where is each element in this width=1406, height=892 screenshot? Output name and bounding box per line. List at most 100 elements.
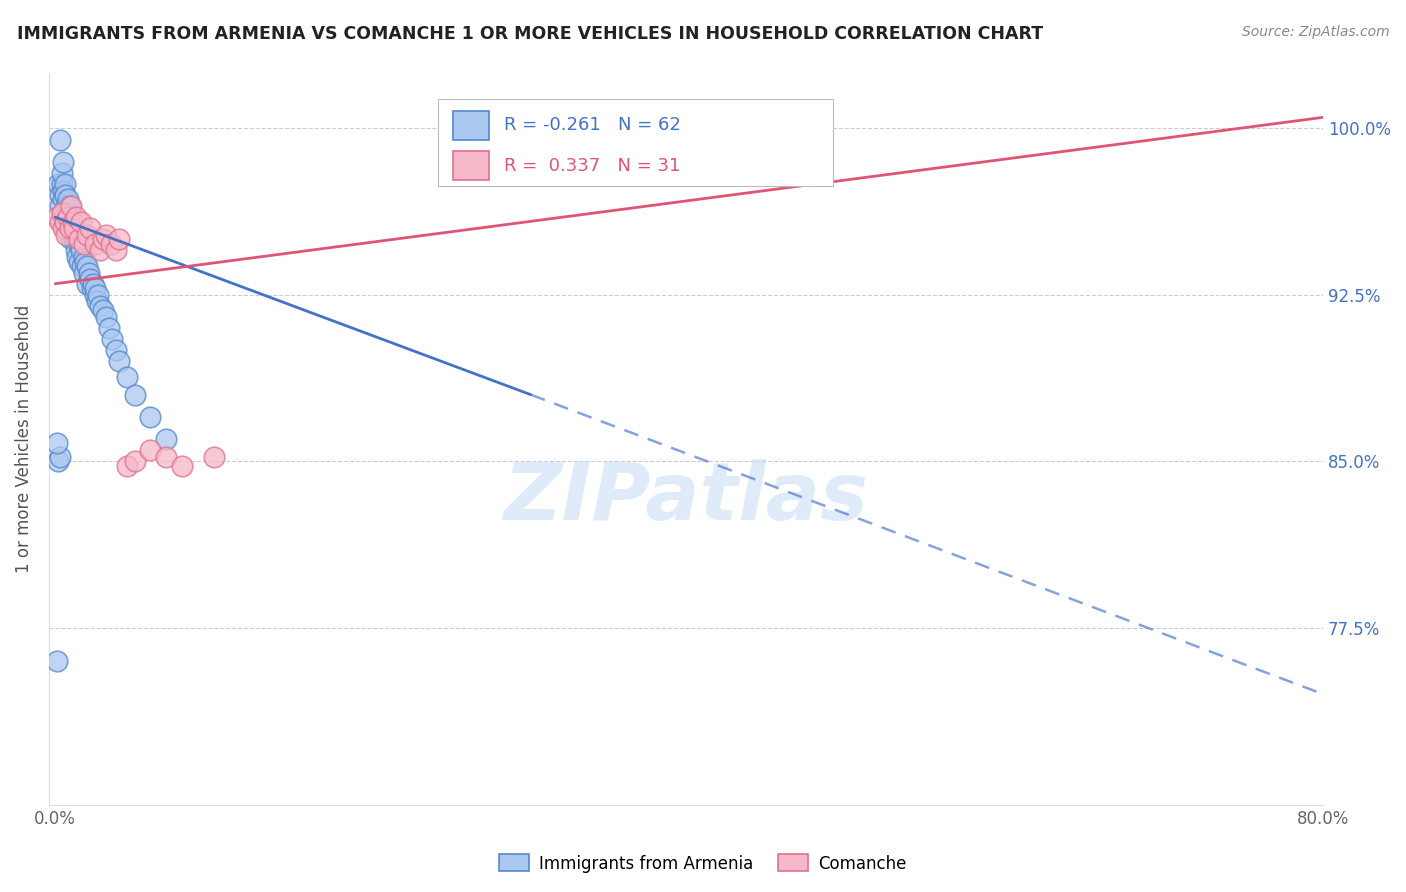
Point (56, 210, 79, 224)
Point (60, 210, 83, 224)
Point (104, 244, 127, 258)
Legend: Immigrants from Armenia, Comanche: Immigrants from Armenia, Comanche (492, 847, 914, 880)
Point (49, 450, 72, 464)
Point (53, 214, 76, 228)
Point (76, 259, 98, 273)
Point (91, 232, 114, 246)
Point (75, 254, 97, 268)
Point (55, 221, 77, 235)
Point (45, 436, 67, 450)
Point (51, 166, 73, 180)
Point (60, 232, 83, 246)
Point (65, 210, 87, 224)
Point (79, 272, 101, 286)
Point (80, 281, 103, 295)
Point (51, 177, 73, 191)
Point (67, 232, 90, 246)
Point (58, 214, 80, 228)
Point (62, 226, 84, 240)
Point (202, 450, 225, 464)
Point (48, 177, 70, 191)
Point (52, 184, 75, 198)
Text: ZIPatlas: ZIPatlas (503, 458, 869, 537)
Point (94, 227, 117, 242)
Point (73, 236, 96, 251)
Point (63, 221, 86, 235)
Point (76, 277, 98, 291)
Point (172, 458, 194, 473)
Text: R =  0.337   N = 31: R = 0.337 N = 31 (503, 157, 681, 175)
Point (66, 250, 89, 264)
Point (56, 193, 79, 207)
Point (63, 232, 86, 246)
Point (79, 221, 101, 235)
Point (84, 281, 107, 295)
Point (89, 244, 111, 258)
Point (55, 210, 77, 224)
Point (52, 154, 75, 169)
Point (77, 266, 100, 280)
Point (62, 214, 84, 228)
Point (139, 443, 162, 458)
Point (67, 236, 90, 251)
Point (58, 199, 80, 213)
Point (124, 387, 146, 401)
Point (62, 214, 84, 228)
Point (49, 214, 72, 228)
Point (49, 132, 72, 146)
Point (84, 288, 107, 302)
Point (91, 303, 114, 318)
Point (100, 236, 122, 251)
FancyBboxPatch shape (437, 99, 832, 186)
Point (66, 232, 89, 246)
Point (647, 126, 669, 140)
Point (52, 221, 75, 235)
Point (124, 454, 146, 468)
Point (69, 214, 91, 228)
Point (56, 214, 79, 228)
Text: IMMIGRANTS FROM ARMENIA VS COMANCHE 1 OR MORE VEHICLES IN HOUSEHOLD CORRELATION : IMMIGRANTS FROM ARMENIA VS COMANCHE 1 OR… (17, 25, 1043, 43)
Point (53, 177, 76, 191)
Point (49, 199, 72, 213)
Point (51, 206, 73, 220)
Point (69, 244, 91, 258)
Point (63, 221, 86, 235)
Point (82, 277, 104, 291)
Point (73, 266, 96, 280)
Text: Source: ZipAtlas.com: Source: ZipAtlas.com (1241, 25, 1389, 39)
Point (98, 321, 121, 335)
Point (65, 244, 87, 258)
Point (107, 354, 129, 368)
Point (55, 227, 77, 242)
Point (67, 254, 90, 268)
Point (76, 227, 98, 242)
Point (73, 250, 96, 264)
Point (52, 193, 75, 207)
Point (104, 343, 127, 358)
Point (45, 654, 67, 668)
FancyBboxPatch shape (453, 151, 488, 180)
Point (155, 432, 177, 446)
Point (115, 458, 138, 473)
Point (115, 370, 138, 384)
Point (52, 210, 75, 224)
Point (48, 454, 70, 468)
Point (89, 299, 111, 313)
Point (58, 221, 80, 235)
Point (55, 199, 77, 213)
Point (86, 294, 108, 309)
Point (155, 450, 177, 464)
Point (87, 288, 110, 302)
Point (84, 236, 107, 251)
Point (60, 221, 83, 235)
Point (45, 210, 67, 224)
FancyBboxPatch shape (453, 111, 488, 140)
Point (56, 206, 79, 220)
Point (60, 199, 83, 213)
Point (139, 409, 162, 424)
Point (107, 232, 129, 246)
Point (49, 188, 72, 202)
Point (72, 259, 94, 273)
Text: R = -0.261   N = 62: R = -0.261 N = 62 (503, 116, 681, 135)
Point (53, 188, 76, 202)
